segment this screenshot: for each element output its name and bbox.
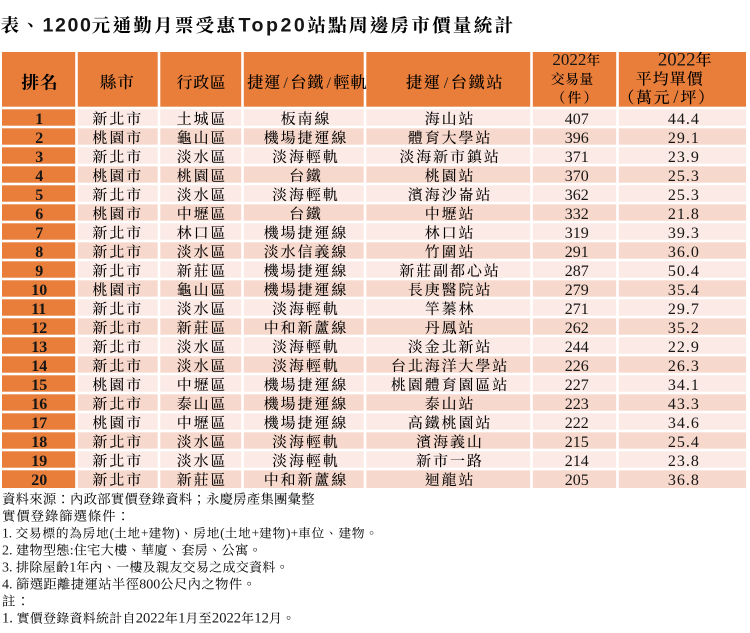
svg-text:34.6: 34.6 — [668, 415, 700, 432]
svg-text:): ) — [175, 526, 180, 541]
svg-text:2022: 2022 — [658, 50, 696, 71]
svg-text:34.1: 34.1 — [668, 377, 700, 394]
svg-text:1: 1 — [35, 111, 43, 128]
svg-text:17: 17 — [31, 415, 47, 432]
svg-text:39.3: 39.3 — [668, 225, 700, 242]
svg-text:1.: 1. — [2, 526, 12, 541]
svg-text:262: 262 — [565, 320, 589, 337]
svg-text:7: 7 — [35, 225, 43, 242]
svg-text:25.4: 25.4 — [668, 434, 700, 451]
svg-text:29.7: 29.7 — [668, 301, 700, 318]
svg-text:3: 3 — [35, 149, 43, 166]
svg-text:4: 4 — [35, 168, 43, 185]
svg-text:370: 370 — [565, 168, 589, 185]
svg-text:25.3: 25.3 — [668, 168, 700, 185]
svg-text:12: 12 — [31, 320, 47, 337]
svg-text:2.: 2. — [2, 544, 13, 559]
svg-text:)+: )+ — [286, 526, 298, 541]
svg-text:332: 332 — [565, 206, 589, 223]
svg-text:/: / — [444, 73, 453, 92]
svg-text:279: 279 — [565, 282, 589, 299]
svg-text:226: 226 — [565, 358, 589, 375]
svg-text:223: 223 — [565, 396, 589, 413]
svg-text:26.3: 26.3 — [668, 358, 700, 375]
svg-text:+: + — [252, 526, 260, 541]
svg-text:205: 205 — [565, 472, 589, 489]
svg-text:319: 319 — [565, 225, 589, 242]
svg-text:8: 8 — [35, 244, 43, 261]
svg-text:291: 291 — [565, 244, 589, 261]
svg-text:1200: 1200 — [43, 15, 93, 37]
svg-text:227: 227 — [565, 377, 589, 394]
svg-text:(: ( — [110, 526, 115, 541]
svg-text:2: 2 — [35, 130, 43, 147]
svg-text:43.3: 43.3 — [668, 396, 700, 413]
svg-text:50.4: 50.4 — [668, 263, 700, 280]
svg-text:9: 9 — [35, 263, 43, 280]
svg-text:362: 362 — [565, 187, 589, 204]
svg-text:/: / — [283, 73, 292, 92]
svg-text:16: 16 — [31, 396, 47, 413]
svg-text:1: 1 — [69, 561, 76, 576]
svg-text:2022: 2022 — [552, 50, 586, 69]
svg-text:244: 244 — [565, 339, 589, 356]
svg-text:3.: 3. — [2, 561, 13, 576]
svg-text:800: 800 — [139, 578, 160, 593]
svg-text:15: 15 — [31, 377, 47, 394]
svg-text:2022: 2022 — [136, 611, 165, 627]
svg-text:14: 14 — [31, 358, 47, 375]
svg-text:12: 12 — [254, 611, 269, 627]
svg-text:11: 11 — [31, 301, 46, 318]
svg-text:5: 5 — [35, 187, 43, 204]
svg-text:287: 287 — [565, 263, 589, 280]
svg-text:1: 1 — [178, 611, 185, 627]
svg-text:/: / — [673, 87, 682, 108]
svg-text:/: / — [327, 73, 336, 92]
svg-text:407: 407 — [565, 111, 589, 128]
svg-text:1.: 1. — [2, 611, 13, 627]
svg-text:44.4: 44.4 — [668, 111, 700, 128]
svg-text:4.: 4. — [2, 578, 13, 593]
svg-text:271: 271 — [565, 301, 589, 318]
svg-text:25.3: 25.3 — [668, 187, 700, 204]
svg-text:35.2: 35.2 — [668, 320, 700, 337]
svg-text:215: 215 — [565, 434, 589, 451]
svg-text:19: 19 — [31, 453, 47, 470]
svg-text:(: ( — [220, 526, 225, 541]
svg-text:21.8: 21.8 — [668, 206, 700, 223]
svg-text:29.1: 29.1 — [668, 130, 700, 147]
svg-text:371: 371 — [565, 149, 589, 166]
svg-text:23.8: 23.8 — [668, 453, 700, 470]
svg-text:35.4: 35.4 — [668, 282, 700, 299]
svg-text:36.0: 36.0 — [668, 244, 700, 261]
svg-text:222: 222 — [565, 415, 589, 432]
svg-text::: : — [70, 544, 74, 559]
svg-text:396: 396 — [565, 130, 589, 147]
svg-text:36.8: 36.8 — [668, 472, 700, 489]
svg-text:20: 20 — [31, 472, 47, 489]
svg-text:214: 214 — [565, 453, 589, 470]
svg-text:+: + — [141, 526, 149, 541]
svg-text:6: 6 — [35, 206, 43, 223]
svg-text:Top20: Top20 — [239, 15, 308, 37]
svg-text:23.9: 23.9 — [668, 149, 700, 166]
svg-text:10: 10 — [31, 282, 47, 299]
svg-text:18: 18 — [31, 434, 47, 451]
svg-text:13: 13 — [31, 339, 47, 356]
svg-text:22.9: 22.9 — [668, 339, 700, 356]
svg-text:2022: 2022 — [212, 611, 241, 627]
